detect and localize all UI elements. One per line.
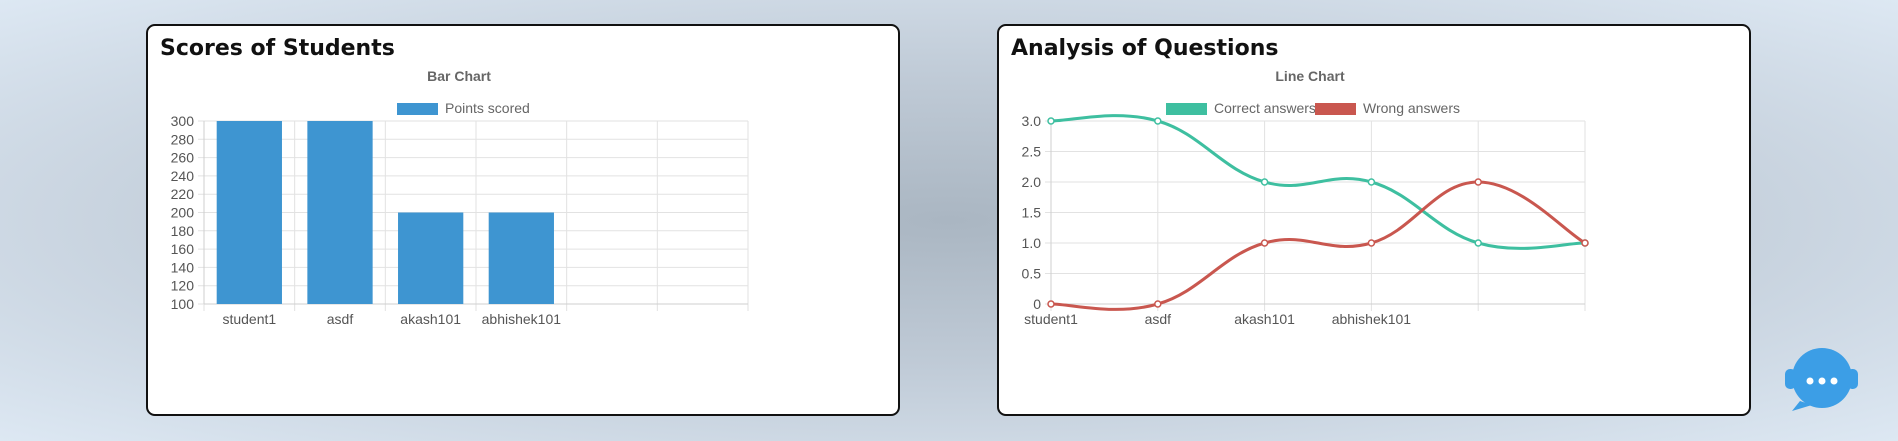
y-tick-label: 2.0	[1022, 174, 1042, 190]
data-point	[1367, 239, 1376, 247]
scores-card: Scores of Students Bar Chart Points score…	[146, 24, 900, 416]
scores-card-title: Scores of Students	[160, 36, 395, 61]
y-tick-label: 1.5	[1022, 205, 1042, 221]
series-line	[1050, 114, 1586, 250]
data-point	[1581, 239, 1589, 247]
data-point	[1047, 117, 1055, 125]
questions-card-title: Analysis of Questions	[1011, 36, 1279, 61]
y-tick-label: 0	[1033, 296, 1041, 312]
bar	[216, 121, 282, 304]
chat-bot-icon[interactable]	[1782, 345, 1860, 413]
legend-label: Wrong answers	[1363, 100, 1460, 116]
y-tick-label: 240	[171, 168, 195, 184]
y-tick-label: 200	[171, 205, 195, 221]
x-tick-label: akash101	[400, 311, 461, 327]
x-tick-label: student1	[222, 311, 276, 327]
y-tick-label: 0.5	[1022, 266, 1042, 282]
x-tick-label: asdf	[1145, 311, 1172, 327]
y-tick-label: 300	[171, 113, 195, 129]
y-tick-label: 260	[171, 150, 195, 166]
y-tick-label: 160	[171, 241, 195, 257]
bar	[488, 212, 554, 304]
y-tick-label: 2.5	[1022, 144, 1042, 160]
legend-swatch	[397, 103, 438, 115]
data-point	[1260, 239, 1269, 247]
x-tick-label: abhishek101	[1332, 311, 1412, 327]
data-point	[1474, 178, 1482, 186]
bar-chart: Bar Chart Points scored 100 120 140 160 180 200…	[171, 68, 749, 327]
chart-title: Bar Chart	[427, 68, 491, 84]
line-chart: Line Chart Correct answers Wrong answers 0 0…	[1022, 68, 1589, 327]
y-tick-label: 100	[171, 296, 195, 312]
legend-label: Correct answers	[1214, 100, 1316, 116]
x-tick-label: student1	[1024, 311, 1078, 327]
series-line	[1050, 180, 1586, 311]
legend-swatch	[1166, 103, 1207, 115]
data-point	[1474, 239, 1482, 247]
y-tick-label: 140	[171, 259, 195, 275]
y-tick-label: 120	[171, 278, 195, 294]
x-tick-label: abhishek101	[482, 311, 562, 327]
x-tick-label: akash101	[1234, 311, 1295, 327]
y-tick-label: 280	[171, 131, 195, 147]
bar	[398, 212, 464, 304]
data-point	[1367, 178, 1376, 186]
legend-swatch	[1315, 103, 1356, 115]
data-point	[1047, 300, 1055, 308]
questions-card: Analysis of Questions Line Chart Correct …	[997, 24, 1751, 416]
data-point	[1154, 300, 1162, 308]
x-tick-label: asdf	[327, 311, 354, 327]
bar	[307, 121, 373, 304]
y-tick-label: 3.0	[1022, 113, 1042, 129]
data-point	[1260, 178, 1269, 186]
data-point	[1154, 117, 1162, 125]
y-tick-label: 180	[171, 223, 195, 239]
legend-label: Points scored	[445, 100, 530, 116]
y-tick-label: 220	[171, 186, 195, 202]
y-tick-label: 1.0	[1022, 235, 1042, 251]
chart-title: Line Chart	[1275, 68, 1345, 84]
